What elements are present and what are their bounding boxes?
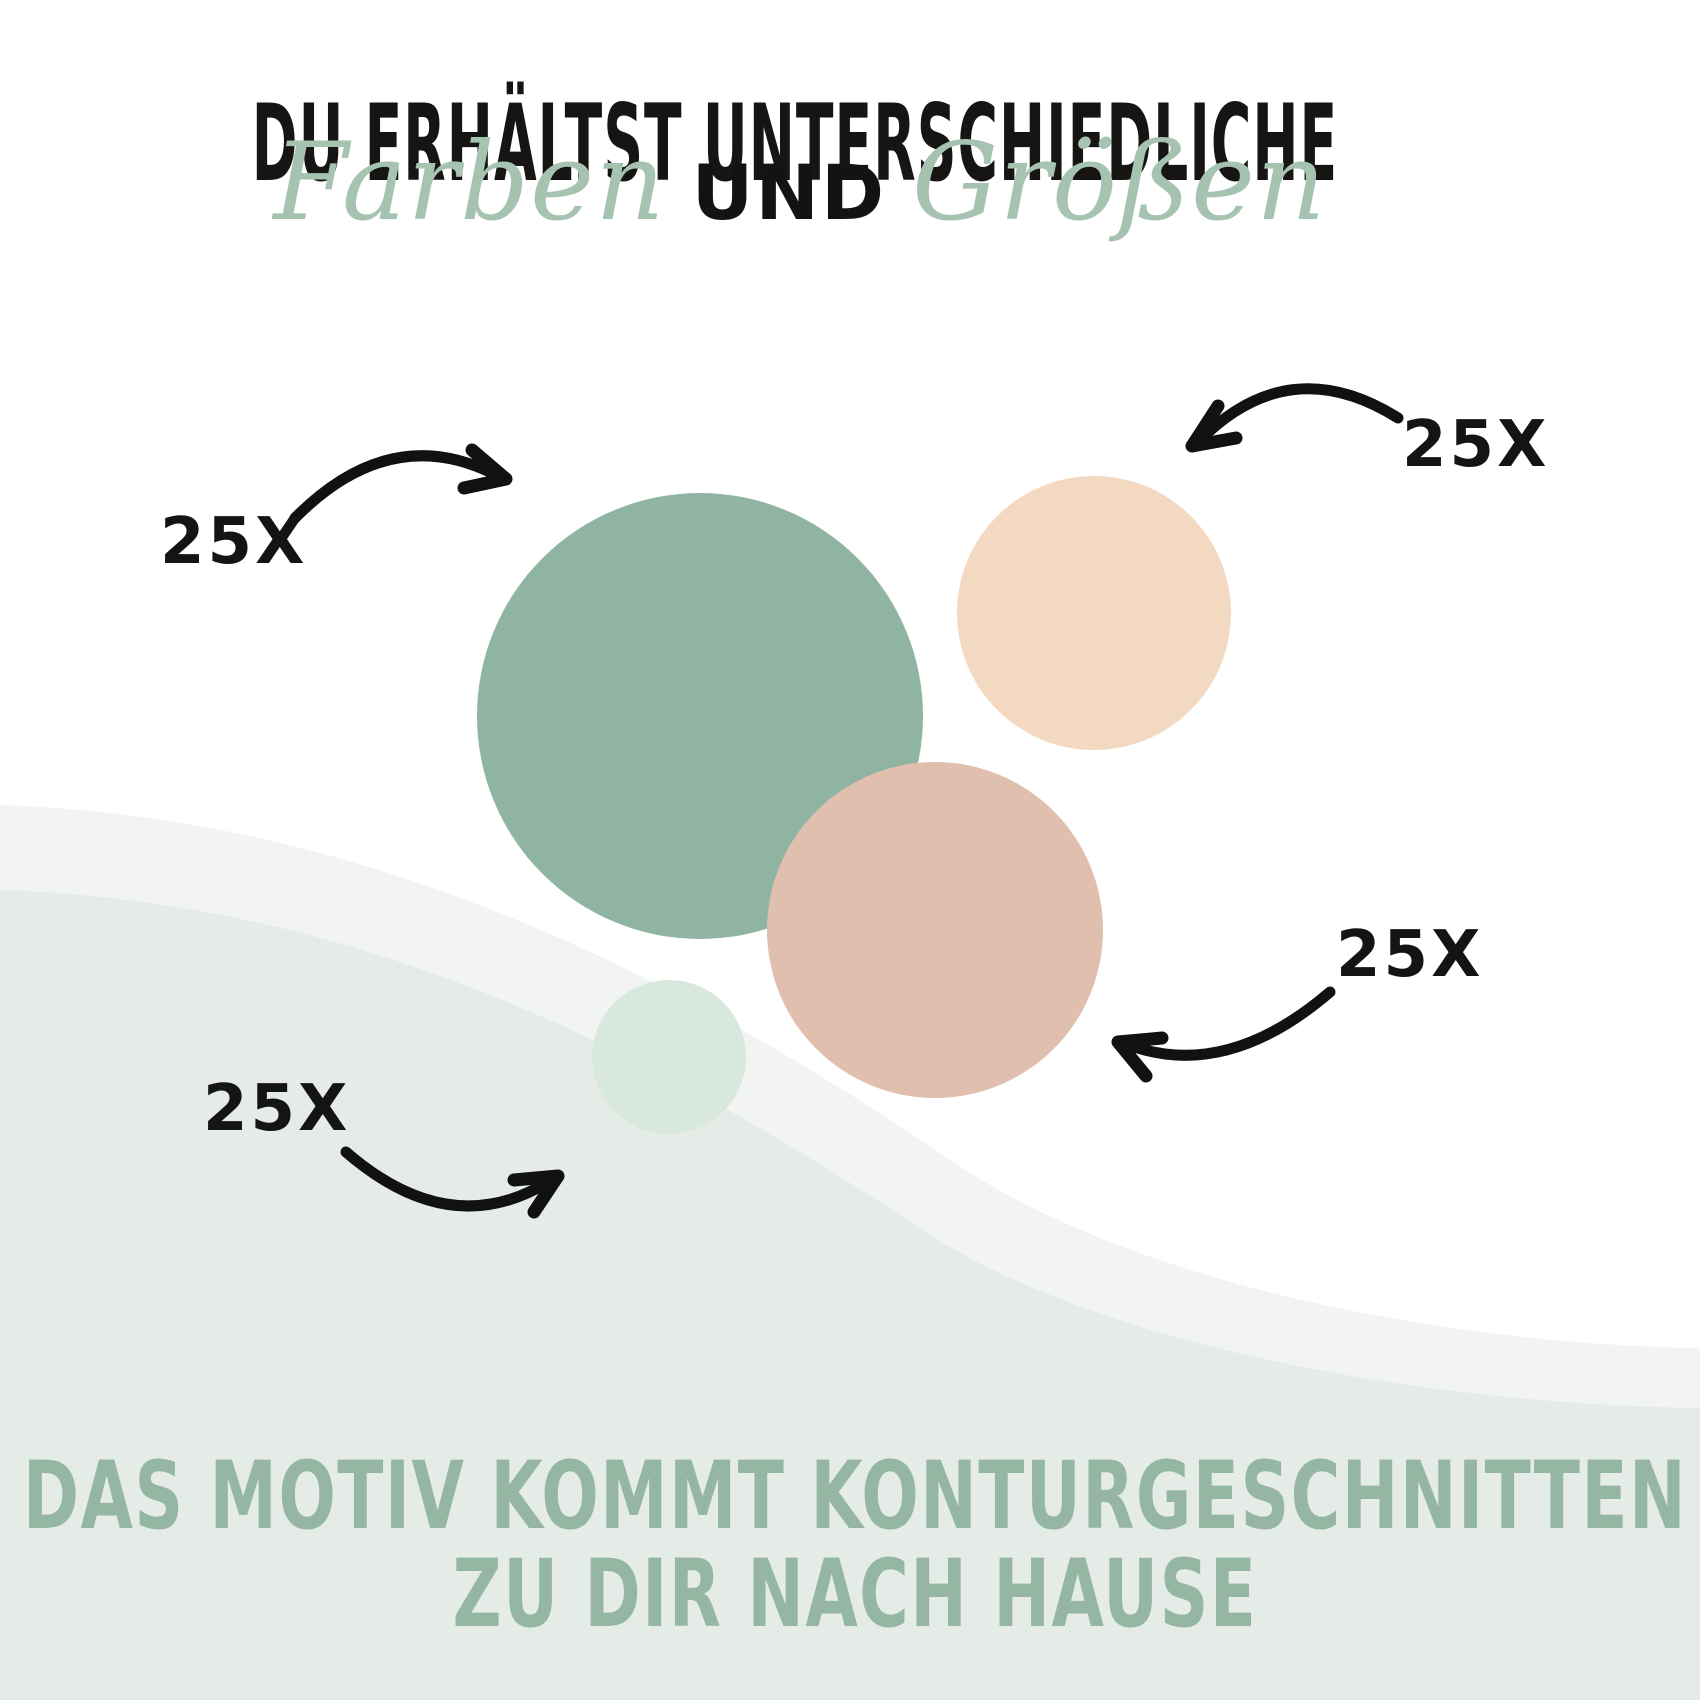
- wave-inner-fill: [0, 890, 1700, 1700]
- count-label-peach-dot: 25X: [1402, 408, 1550, 482]
- count-label-sage-dot: 25X: [160, 505, 308, 579]
- headline-script-farben: Farben: [273, 120, 666, 245]
- headline-script-groessen: Größen: [912, 120, 1327, 245]
- arrow-top-right-icon: [1185, 383, 1404, 453]
- arrow-bottom-right-icon: [1111, 986, 1336, 1083]
- headline-line2: Farben UND Größen: [273, 120, 1326, 245]
- dusty-rose-dot: [767, 762, 1103, 1098]
- peach-dot: [957, 476, 1231, 750]
- arrow-top-left-icon: [289, 443, 513, 524]
- arrow-bottom-left-icon: [340, 1146, 565, 1219]
- count-label-mint-dot: 25X: [203, 1072, 351, 1146]
- small-mint-dot: [592, 980, 746, 1134]
- count-label-rose-dot: 25X: [1336, 918, 1484, 992]
- headline-connector-und: UND: [691, 148, 887, 237]
- footer-claim-line2: ZU DIR NACH HAUSE: [452, 1540, 1258, 1649]
- footer-claim-line1: DAS MOTIV KOMMT KONTURGESCHNITTEN: [22, 1442, 1688, 1551]
- headline-line1: DU ERHÄLTST UNTERSCHIEDLICHE: [251, 82, 1339, 205]
